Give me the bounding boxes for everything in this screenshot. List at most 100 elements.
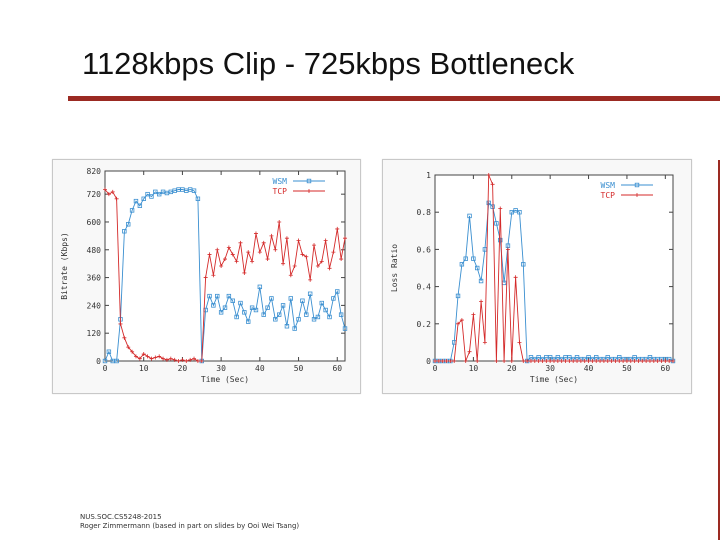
data-point bbox=[102, 358, 108, 364]
bitrate-chart: 0 10 20 30 40 50 60 0 120 240 360 480 600 720 820 Time … bbox=[52, 159, 361, 394]
data-point bbox=[444, 359, 449, 363]
data-point bbox=[149, 356, 154, 361]
data-point bbox=[296, 238, 301, 243]
data-point bbox=[575, 359, 580, 363]
data-point bbox=[440, 359, 445, 363]
data-point bbox=[145, 354, 150, 359]
data-point bbox=[307, 291, 313, 297]
y-tick-label: 360 bbox=[87, 274, 102, 283]
footer-credit: Roger Zimmermann (based in part on slide… bbox=[80, 522, 300, 530]
right-edge-rule bbox=[718, 160, 720, 540]
data-point bbox=[548, 359, 553, 363]
data-point bbox=[323, 307, 328, 313]
data-point bbox=[292, 264, 297, 268]
data-point bbox=[257, 250, 262, 255]
legend-marker bbox=[635, 193, 639, 197]
y-tick-label: 0 bbox=[96, 357, 101, 366]
x-tick-label: 50 bbox=[294, 364, 304, 373]
x-axis-label: Time (Sec) bbox=[201, 375, 249, 384]
data-point bbox=[265, 257, 270, 262]
data-point bbox=[195, 196, 201, 202]
data-point bbox=[311, 317, 317, 322]
data-point bbox=[578, 359, 583, 363]
data-point bbox=[525, 359, 530, 363]
data-point bbox=[195, 359, 200, 363]
data-point bbox=[463, 359, 468, 363]
data-point bbox=[203, 275, 208, 280]
data-point bbox=[304, 312, 309, 317]
data-point bbox=[207, 293, 212, 299]
data-point bbox=[122, 229, 127, 234]
data-point bbox=[667, 359, 672, 363]
data-point bbox=[114, 358, 119, 364]
data-point bbox=[613, 359, 618, 363]
y-tick-label: 820 bbox=[87, 167, 102, 176]
y-tick-label: 480 bbox=[87, 246, 102, 255]
data-point bbox=[433, 359, 437, 363]
data-point bbox=[191, 188, 197, 193]
data-point bbox=[459, 262, 465, 267]
data-point bbox=[137, 356, 142, 361]
data-point bbox=[265, 305, 270, 310]
data-point bbox=[521, 262, 526, 267]
data-point bbox=[122, 335, 127, 340]
data-point bbox=[284, 324, 290, 329]
data-point bbox=[517, 210, 522, 215]
data-point bbox=[448, 359, 453, 363]
data-point bbox=[126, 345, 131, 350]
data-point bbox=[494, 359, 499, 363]
data-point bbox=[605, 359, 610, 363]
data-point bbox=[164, 357, 169, 362]
data-point bbox=[563, 359, 568, 363]
data-point bbox=[296, 317, 301, 322]
x-tick-label: 0 bbox=[433, 364, 438, 373]
data-point bbox=[234, 259, 239, 264]
data-point bbox=[509, 359, 514, 363]
data-point bbox=[586, 359, 591, 363]
data-point bbox=[640, 359, 645, 363]
data-point bbox=[157, 354, 162, 359]
data-point bbox=[176, 359, 181, 363]
data-point bbox=[130, 349, 135, 354]
x-tick-label: 30 bbox=[545, 364, 555, 373]
data-point bbox=[106, 349, 112, 354]
data-point bbox=[188, 357, 193, 362]
data-point bbox=[567, 359, 572, 363]
bitrate-chart-svg: 0 10 20 30 40 50 600120240360480600720820Time … bbox=[60, 167, 348, 384]
x-tick-label: 40 bbox=[584, 364, 594, 373]
y-tick-label: 0.2 bbox=[417, 320, 432, 329]
data-point bbox=[655, 359, 660, 363]
y-axis-label: Loss Ratio bbox=[390, 244, 399, 292]
data-point bbox=[335, 289, 340, 294]
data-point bbox=[137, 203, 143, 208]
data-point bbox=[230, 298, 235, 303]
data-point bbox=[226, 245, 231, 250]
data-point bbox=[253, 307, 259, 313]
data-point bbox=[261, 240, 266, 245]
data-point bbox=[455, 293, 461, 299]
data-point bbox=[292, 326, 297, 331]
data-point bbox=[601, 359, 606, 363]
slide-title: 1128kbps Clip - 725kbps Bottleneck bbox=[82, 46, 575, 81]
data-point bbox=[253, 231, 258, 236]
series-tcp bbox=[433, 173, 675, 363]
data-point bbox=[273, 317, 278, 322]
data-point bbox=[475, 359, 480, 363]
data-point bbox=[234, 314, 239, 320]
data-point bbox=[288, 296, 294, 301]
x-tick-label: 0 bbox=[103, 364, 108, 373]
data-point bbox=[106, 192, 111, 197]
data-point bbox=[471, 256, 476, 261]
data-point bbox=[288, 273, 293, 278]
data-point bbox=[327, 314, 332, 320]
data-point bbox=[338, 312, 344, 317]
slide-footer: NUS.SOC.CS5248-2015 Roger Zimmermann (ba… bbox=[80, 513, 299, 531]
data-point bbox=[281, 261, 286, 266]
data-point bbox=[517, 340, 522, 345]
data-point bbox=[129, 208, 135, 213]
data-point bbox=[571, 359, 576, 363]
legend-marker bbox=[306, 178, 312, 184]
data-point bbox=[168, 356, 173, 361]
data-point bbox=[475, 265, 480, 271]
series-tcp bbox=[103, 187, 347, 363]
